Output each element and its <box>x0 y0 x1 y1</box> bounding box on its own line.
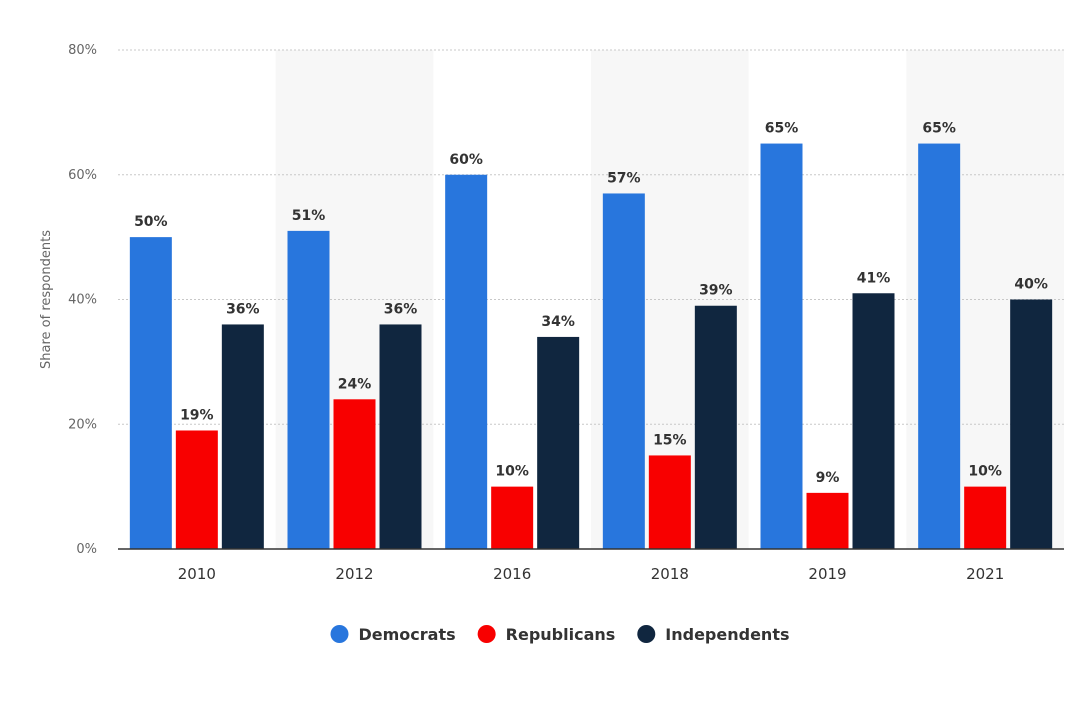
data-label-republicans-2016: 10% <box>495 464 529 480</box>
x-category-label: 2019 <box>808 565 846 583</box>
legend-item-democrats[interactable]: Democrats <box>330 625 456 644</box>
data-label-republicans-2012: 24% <box>338 376 372 392</box>
x-category-label: 2021 <box>966 565 1004 583</box>
bar-democrats-2021[interactable] <box>918 143 961 549</box>
bar-independents-2010[interactable] <box>221 324 264 549</box>
legend-marker-independents <box>637 625 656 643</box>
bar-democrats-2018[interactable] <box>602 193 645 549</box>
data-label-republicans-2019: 9% <box>816 470 840 486</box>
bar-republicans-2010[interactable] <box>175 430 218 549</box>
bar-democrats-2012[interactable] <box>287 230 330 549</box>
data-label-independents-2019: 41% <box>857 270 891 286</box>
data-label-democrats-2021: 65% <box>922 121 956 137</box>
bar-republicans-2018[interactable] <box>648 455 691 549</box>
y-axis-title: Share of respondents <box>39 230 54 369</box>
y-tick-label: 20% <box>68 417 97 432</box>
bar-democrats-2019[interactable] <box>760 143 803 549</box>
data-label-republicans-2018: 15% <box>653 432 687 448</box>
data-labels: 50% 19% 36% 51% 24% 36% 60% 10% 34% 57% 15% 39% 65% 9… <box>134 121 1048 486</box>
data-label-independents-2018: 39% <box>699 283 733 299</box>
y-tick-label: 40% <box>68 293 97 308</box>
bar-republicans-2021[interactable] <box>964 486 1007 549</box>
data-label-democrats-2012: 51% <box>292 208 326 224</box>
x-category-label: 2012 <box>335 565 373 583</box>
data-label-democrats-2016: 60% <box>449 152 483 168</box>
y-tick-label: 0% <box>76 542 97 557</box>
data-label-republicans-2021: 10% <box>968 464 1002 480</box>
bars <box>129 143 1053 550</box>
bar-independents-2012[interactable] <box>379 324 422 549</box>
data-label-democrats-2019: 65% <box>765 121 799 137</box>
legend-label-democrats: Democrats <box>359 625 456 644</box>
legend-item-independents[interactable]: Independents <box>637 625 790 644</box>
bar-independents-2019[interactable] <box>852 293 895 549</box>
bar-republicans-2019[interactable] <box>806 492 849 549</box>
legend: Democrats Republicans Independents <box>330 625 790 644</box>
y-tick-label: 80% <box>68 43 97 58</box>
bar-republicans-2012[interactable] <box>333 399 376 549</box>
x-category-label: 2010 <box>178 565 216 583</box>
data-label-independents-2010: 36% <box>226 301 260 317</box>
x-category-label: 2016 <box>493 565 531 583</box>
data-label-independents-2016: 34% <box>541 314 575 330</box>
data-label-republicans-2010: 19% <box>180 407 214 423</box>
bar-independents-2018[interactable] <box>694 305 737 549</box>
legend-marker-democrats <box>330 625 349 643</box>
x-axis-categories: 2010 2012 2016 2018 2019 2021 <box>178 565 1005 583</box>
data-label-independents-2012: 36% <box>384 301 418 317</box>
gridlines <box>118 49 1064 425</box>
bar-democrats-2010[interactable] <box>129 237 172 549</box>
y-axis-ticks: 0% 20% 40% 60% 80% <box>68 43 97 557</box>
x-category-label: 2018 <box>651 565 689 583</box>
data-label-independents-2021: 40% <box>1014 277 1048 293</box>
legend-item-republicans[interactable]: Republicans <box>477 625 616 644</box>
bar-democrats-2016[interactable] <box>445 174 488 549</box>
bar-republicans-2016[interactable] <box>491 486 534 549</box>
bar-independents-2016[interactable] <box>537 336 580 549</box>
data-label-democrats-2010: 50% <box>134 214 168 230</box>
legend-marker-republicans <box>477 625 496 643</box>
bar-independents-2021[interactable] <box>1010 299 1053 550</box>
legend-label-republicans: Republicans <box>506 625 616 644</box>
y-tick-label: 60% <box>68 168 97 183</box>
data-label-democrats-2018: 57% <box>607 170 641 186</box>
legend-label-independents: Independents <box>665 625 789 644</box>
